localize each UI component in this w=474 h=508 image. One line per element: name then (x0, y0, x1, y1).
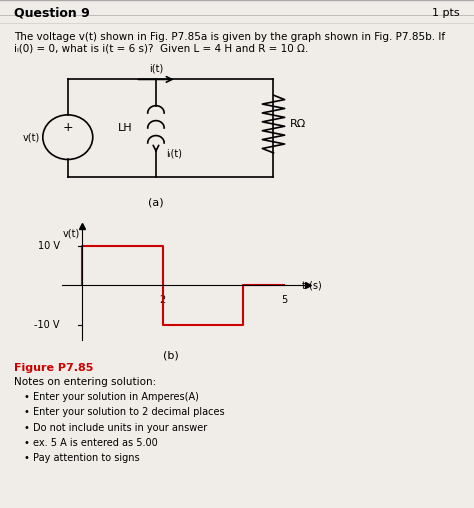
Text: 10 V: 10 V (37, 241, 60, 251)
Text: • Enter your solution to 2 decimal places: • Enter your solution to 2 decimal place… (24, 407, 224, 418)
Text: -10 V: -10 V (34, 320, 60, 330)
Text: v(t): v(t) (63, 228, 80, 238)
Text: • ex. 5 A is entered as 5.00: • ex. 5 A is entered as 5.00 (24, 438, 157, 448)
Text: • Enter your solution in Amperes(A): • Enter your solution in Amperes(A) (24, 392, 199, 402)
Text: iₗ(0) = 0, what is i(t = 6 s)?  Given L = 4 H and R = 10 Ω.: iₗ(0) = 0, what is i(t = 6 s)? Given L =… (14, 43, 309, 53)
Text: (a): (a) (148, 198, 164, 208)
Text: i(t): i(t) (149, 64, 163, 74)
Text: v(t): v(t) (23, 132, 40, 142)
Text: Question 9: Question 9 (14, 6, 90, 19)
Text: RΩ: RΩ (290, 119, 306, 129)
Text: LH: LH (118, 123, 132, 133)
Text: The voltage v(t) shown in Fig. P7.85a is given by the graph shown in Fig. P7.85b: The voltage v(t) shown in Fig. P7.85a is… (14, 31, 446, 42)
Text: • Pay attention to signs: • Pay attention to signs (24, 453, 139, 463)
Text: +: + (63, 121, 73, 135)
Text: t (s): t (s) (302, 280, 322, 290)
Text: Notes on entering solution:: Notes on entering solution: (14, 377, 156, 387)
Text: Figure P7.85: Figure P7.85 (14, 363, 93, 373)
Text: • Do not include units in your answer: • Do not include units in your answer (24, 423, 207, 433)
Text: (b): (b) (163, 350, 179, 360)
Text: iₗ(t): iₗ(t) (166, 148, 182, 158)
Text: 1 pts: 1 pts (432, 8, 460, 18)
